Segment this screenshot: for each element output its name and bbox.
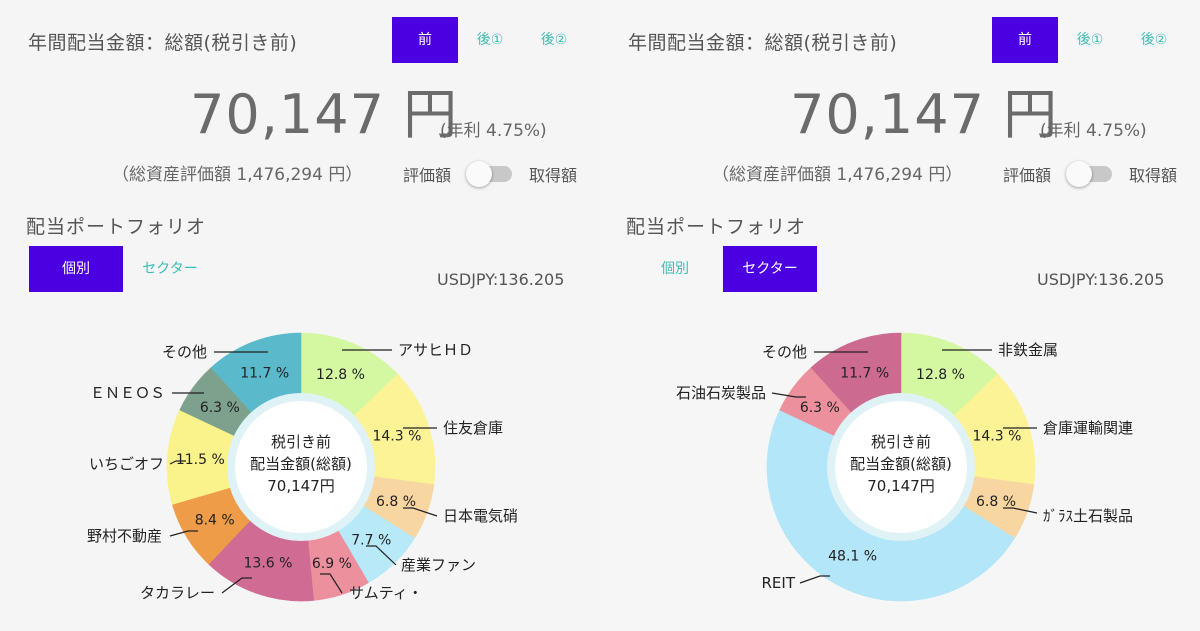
center-label-line2: 配当金額(総額) [250, 455, 352, 473]
annual-dividend-title: 年間配当金額：総額(税引き前) [628, 32, 898, 54]
leader-line [771, 392, 806, 398]
donut-hole [835, 401, 967, 533]
category-label: いちごオフ [89, 455, 164, 473]
tab-after-tax-1[interactable]: 後① [476, 32, 504, 48]
category-label: 産業ファン [401, 556, 476, 574]
leader-line [169, 460, 186, 465]
donut-slices [766, 332, 1036, 602]
percent-label: 7.7 % [351, 533, 391, 549]
annual-dividend-title: 年間配当金額：総額(税引き前) [28, 32, 298, 54]
percent-label: 48.1 % [828, 549, 877, 565]
annual-yield: (年利 4.75%) [1040, 121, 1147, 141]
percent-label: 11.5 % [176, 452, 225, 468]
valuation-basis-toggle[interactable] [1066, 161, 1112, 187]
valuation-basis-toggle[interactable] [466, 161, 512, 187]
portfolio-heading: 配当ポートフォリオ [26, 216, 207, 238]
center-label-line3: 70,147円 [267, 477, 335, 495]
donut-hole [235, 401, 367, 533]
leader-line [366, 545, 397, 566]
category-label: ｶﾞﾗｽ土石製品 [1043, 507, 1133, 525]
percent-label: 8.4 % [195, 513, 235, 529]
portfolio-heading: 配当ポートフォリオ [626, 216, 807, 238]
segment-sector[interactable]: セクター [723, 246, 817, 292]
category-label: タカラレー [140, 584, 215, 602]
leader-line [1003, 507, 1038, 514]
left-panel: 年間配当金額：総額(税引き前) 前 後① 後② 70,147 円 (年利 4.7… [26, 17, 578, 602]
category-label: 非鉄金属 [998, 341, 1058, 359]
center-label-line2: 配当金額(総額) [850, 455, 952, 473]
category-label: その他 [762, 343, 807, 361]
percent-label: 6.3 % [200, 400, 240, 416]
toggle-knob [466, 161, 492, 187]
percent-label: 14.3 % [372, 428, 421, 444]
center-label-line1: 税引き前 [871, 433, 931, 451]
percent-label: 6.8 % [976, 494, 1016, 510]
percent-label: 14.3 % [972, 428, 1021, 444]
percent-label: 12.8 % [916, 367, 965, 383]
toggle-label-acquisition: 取得額 [1129, 166, 1178, 185]
donut-percent-labels: 12.8 % 14.3 % 6.8 % 48.1 % 6.3 % 11.7 % [800, 366, 1022, 565]
tab-after-tax-2[interactable]: 後② [1140, 32, 1168, 48]
toggle-label-acquisition: 取得額 [529, 166, 578, 185]
leader-line [799, 575, 830, 584]
category-label: 石油石炭製品 [676, 384, 766, 402]
donut-percent-labels: 12.8 % 14.3 % 6.8 % 7.7 % 6.9 % 13.6 % 8.4 % 11… [176, 366, 422, 572]
dividend-amount: 70,147 円 [190, 83, 459, 146]
annual-yield: (年利 4.75%) [440, 121, 547, 141]
total-assets: （総資産評価額 1,476,294 円） [712, 165, 963, 185]
usdjpy-rate: USDJPY:136.205 [1037, 270, 1165, 289]
segment-individual[interactable]: 個別 [661, 261, 689, 277]
donut-leader-lines [169, 349, 438, 594]
leader-line [169, 530, 198, 537]
toggle-label-valuation: 評価額 [1003, 166, 1052, 185]
category-label: 倉庫運輸関連 [1043, 419, 1133, 437]
portfolio-donut-chart: 12.8 % 14.3 % 6.8 % 48.1 % 6.3 % 11.7 % 非鉄金属倉… [676, 332, 1133, 602]
category-label: その他 [162, 343, 207, 361]
donut-leader-lines [771, 349, 1038, 584]
category-label: 日本電気硝 [443, 507, 518, 525]
segment-sector[interactable]: セクター [142, 261, 198, 277]
leader-line [221, 577, 252, 594]
leader-line [320, 573, 343, 594]
portfolio-donut-chart: 12.8 % 14.3 % 6.8 % 7.7 % 6.9 % 13.6 % 8.4 % 11… [87, 332, 518, 602]
total-assets: （総資産評価額 1,476,294 円） [112, 165, 363, 185]
center-label-line3: 70,147円 [867, 477, 935, 495]
donut-slices [166, 332, 436, 602]
toggle-knob [1066, 161, 1092, 187]
segment-individual[interactable]: 個別 [29, 246, 123, 292]
category-label: REIT [762, 574, 796, 592]
percent-label: 11.7 % [240, 366, 289, 382]
percent-label: 12.8 % [316, 367, 365, 383]
tab-after-tax-1[interactable]: 後① [1076, 32, 1104, 48]
right-panel: 年間配当金額：総額(税引き前) 前 後① 後② 70,147 円 (年利 4.7… [600, 0, 1200, 631]
percent-label: 6.9 % [312, 556, 352, 572]
category-label: 住友倉庫 [443, 419, 503, 437]
usdjpy-rate: USDJPY:136.205 [437, 270, 565, 289]
dividend-amount: 70,147 円 [790, 83, 1059, 146]
category-label: アサヒＨＤ [398, 341, 473, 359]
percent-label: 11.7 % [840, 366, 889, 382]
leader-line [403, 507, 438, 517]
category-label: ＥＮＥＯＳ [90, 384, 165, 402]
category-label: サムティ・ [349, 584, 423, 602]
tab-before-tax[interactable]: 前 [392, 17, 458, 63]
tab-before-tax[interactable]: 前 [992, 17, 1058, 63]
percent-label: 13.6 % [244, 555, 293, 571]
tab-after-tax-2[interactable]: 後② [540, 32, 568, 48]
toggle-label-valuation: 評価額 [403, 166, 452, 185]
percent-label: 6.8 % [376, 494, 416, 510]
center-label-line1: 税引き前 [271, 433, 331, 451]
category-label: 野村不動産 [87, 527, 162, 545]
percent-label: 6.3 % [800, 400, 840, 416]
